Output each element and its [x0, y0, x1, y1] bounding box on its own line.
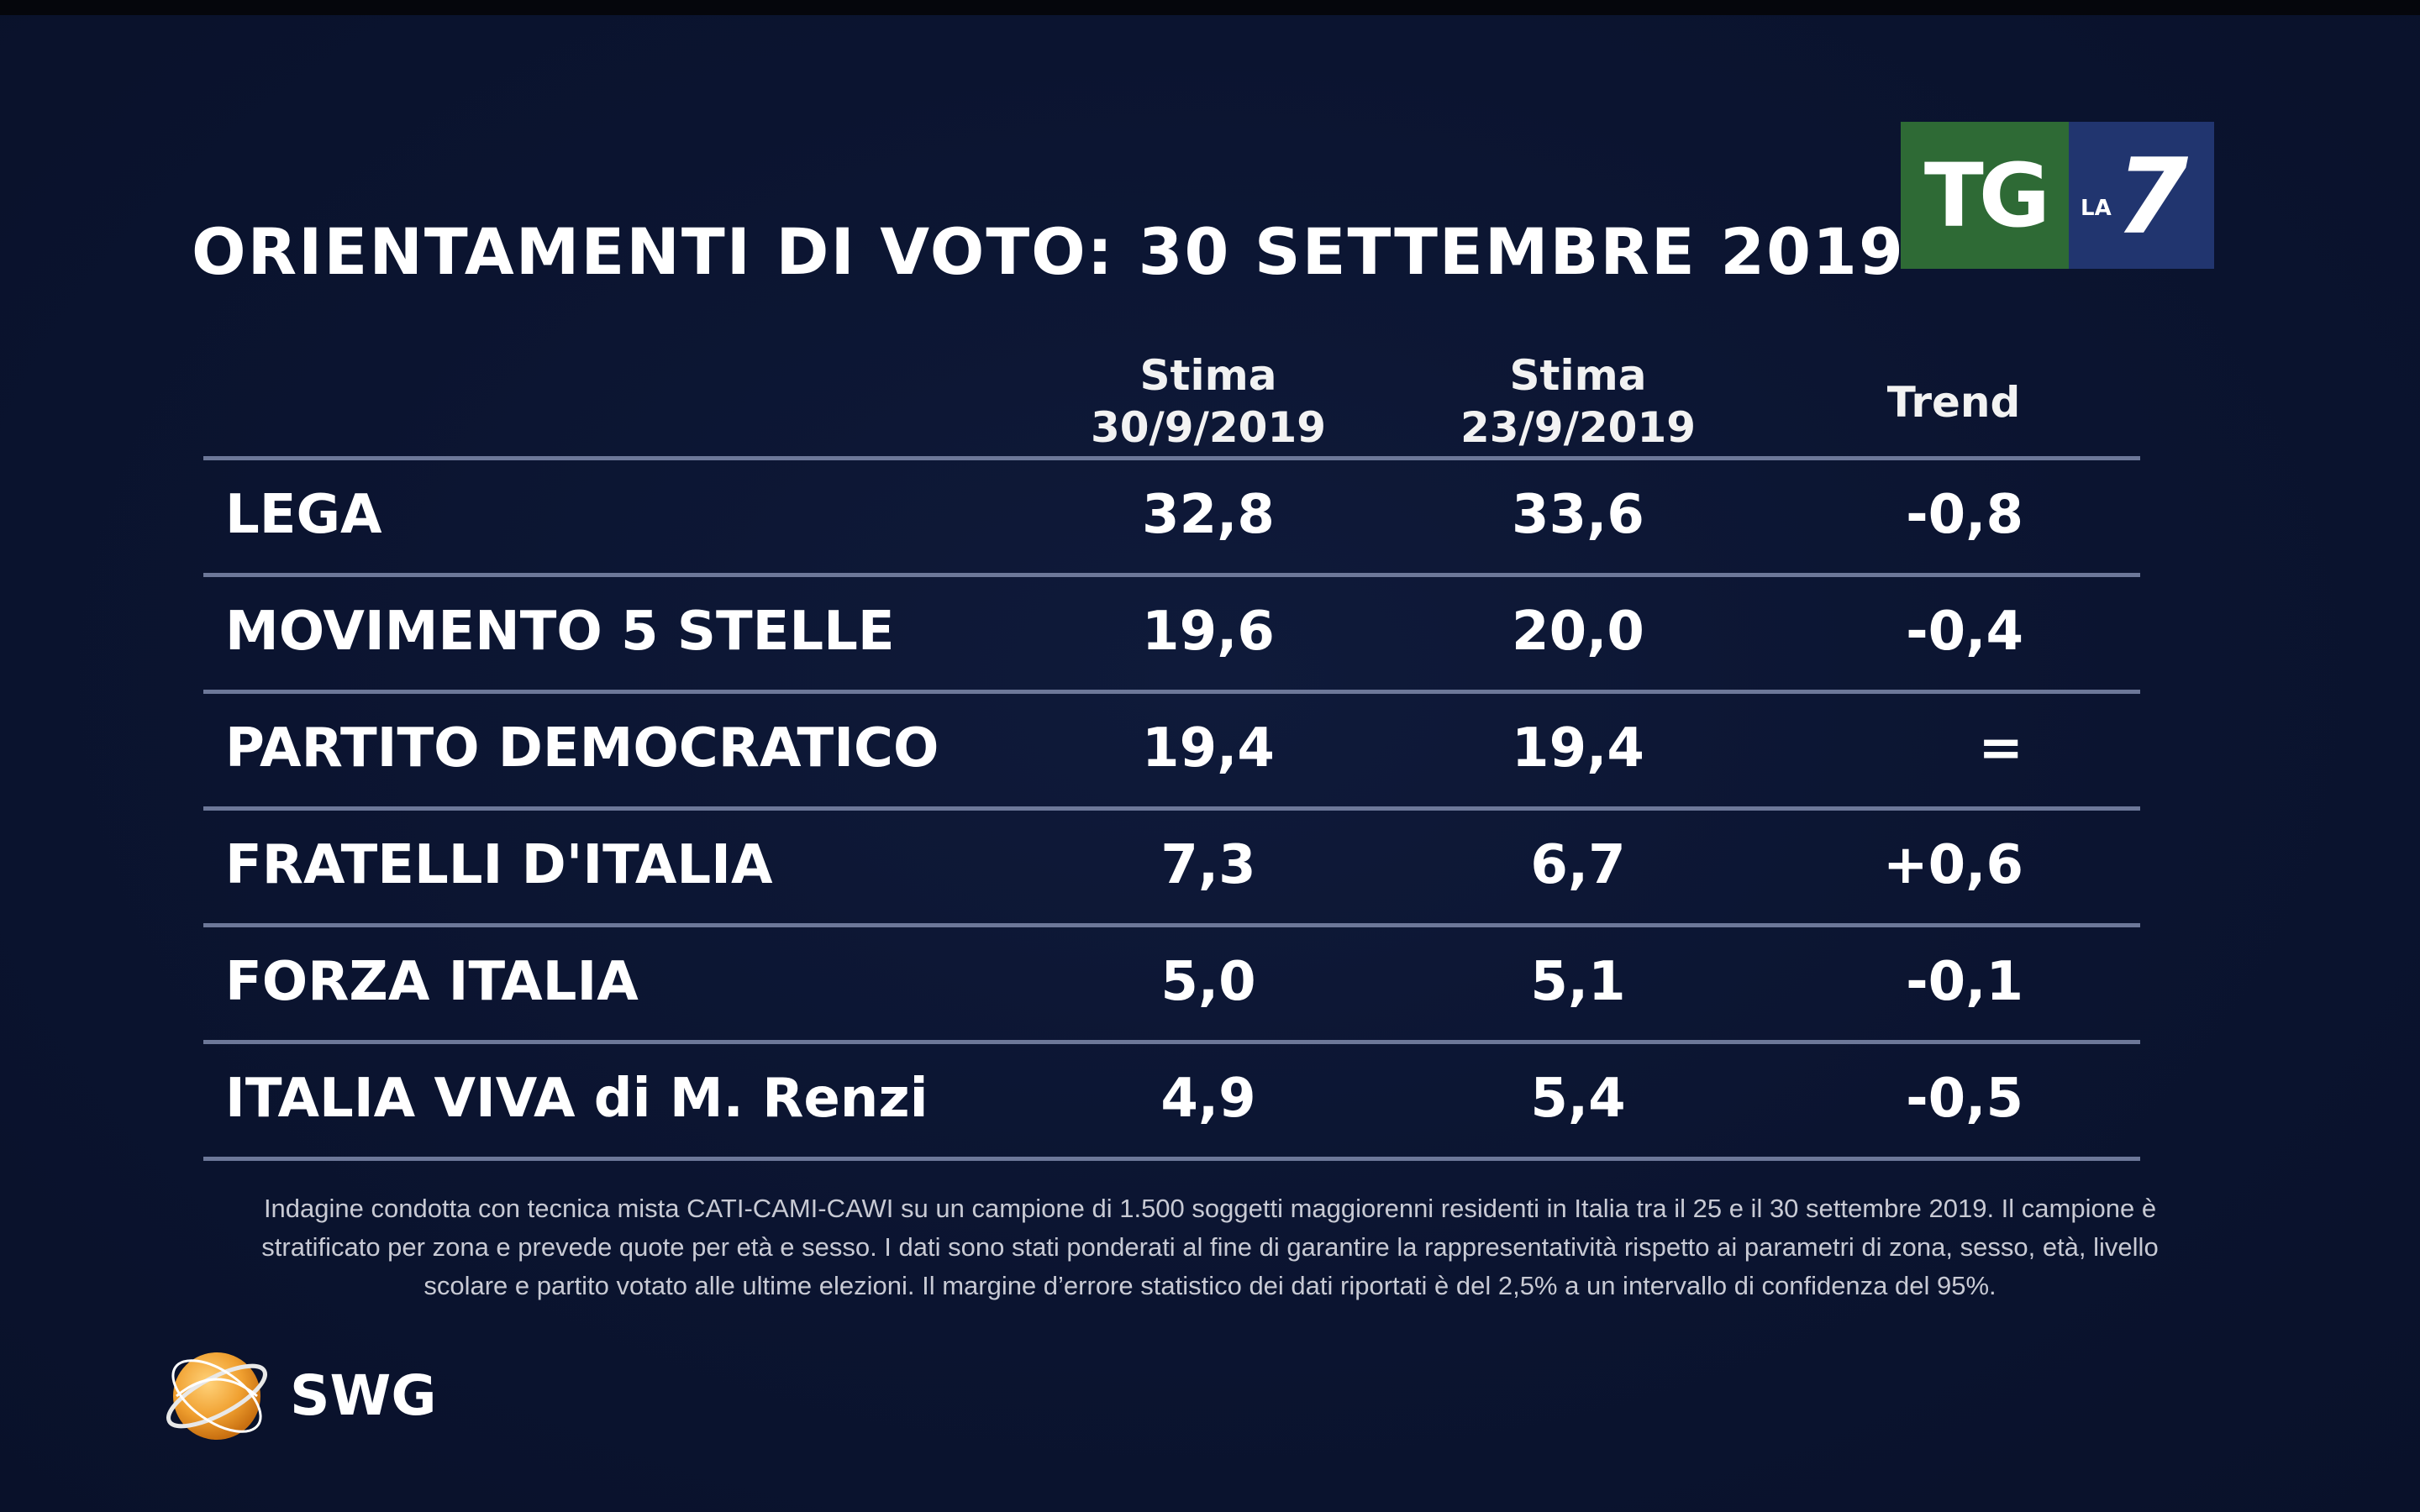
column-header-line1: Stima — [1139, 351, 1277, 400]
row-divider — [203, 690, 2140, 694]
tg-logo-text: TG — [1923, 144, 2050, 247]
tg-logo: TG — [1901, 122, 2069, 269]
stima-23-9-value: 20,0 — [1512, 601, 1644, 663]
column-header-line1: Stima — [1509, 351, 1647, 400]
party-label: PARTITO DEMOCRATICO — [225, 717, 939, 780]
column-header-line2: 30/9/2019 — [1090, 403, 1327, 452]
stima-30-9-value: 32,8 — [1142, 484, 1275, 546]
stima-23-9-value: 5,4 — [1530, 1068, 1626, 1130]
footnote-line: scolare e partito votato alle ultime ele… — [424, 1271, 1996, 1300]
trend-value: -0,8 — [1906, 484, 2023, 546]
stima-23-9-value: 6,7 — [1530, 834, 1626, 896]
top-edge — [0, 0, 2420, 15]
trend-value: -0,4 — [1906, 601, 2023, 663]
trend-value: = — [1978, 717, 2023, 780]
stima-23-9-value: 19,4 — [1512, 717, 1644, 780]
column-header-stima-30-9: Stima 30/9/2019 — [1040, 349, 1376, 454]
seven-logo-text: 7 — [2116, 137, 2189, 258]
party-label: MOVIMENTO 5 STELLE — [225, 601, 895, 663]
stima-30-9-value: 4,9 — [1160, 1068, 1256, 1130]
row-divider — [203, 806, 2140, 811]
methodology-footnote: Indagine condotta con tecnica mista CATI… — [168, 1189, 2252, 1305]
swg-globe-icon — [166, 1352, 267, 1440]
column-header-line2: 23/9/2019 — [1460, 403, 1697, 452]
la7-logo: LA 7 — [2069, 122, 2214, 269]
table-header-rule — [203, 456, 2140, 460]
stima-30-9-value: 7,3 — [1160, 834, 1256, 896]
row-divider — [203, 923, 2140, 927]
trend-value: +0,6 — [1883, 834, 2023, 896]
stima-23-9-value: 33,6 — [1512, 484, 1644, 546]
stima-30-9-value: 19,4 — [1142, 717, 1275, 780]
row-divider — [203, 573, 2140, 577]
la-logo-text: LA — [2081, 196, 2112, 221]
chart-title: ORIENTAMENTI DI VOTO: 30 SETTEMBRE 2019 — [192, 214, 1905, 289]
party-label: FRATELLI D'ITALIA — [225, 834, 773, 896]
stima-30-9-value: 19,6 — [1142, 601, 1275, 663]
party-label: ITALIA VIVA di M. Renzi — [225, 1068, 929, 1130]
column-header-trend: Trend — [1786, 376, 2122, 428]
trend-value: -0,1 — [1906, 951, 2023, 1013]
stima-23-9-value: 5,1 — [1530, 951, 1626, 1013]
stima-30-9-value: 5,0 — [1160, 951, 1256, 1013]
footnote-line: Indagine condotta con tecnica mista CATI… — [263, 1194, 2157, 1223]
row-divider — [203, 1040, 2140, 1044]
footnote-line: stratificato per zona e prevede quote pe… — [261, 1232, 2159, 1262]
party-label: FORZA ITALIA — [225, 951, 639, 1013]
trend-value: -0,5 — [1906, 1068, 2023, 1130]
column-header-stima-23-9: Stima 23/9/2019 — [1410, 349, 1746, 454]
swg-logo-text: SWG — [290, 1363, 437, 1428]
column-header-line1: Trend — [1886, 378, 2021, 427]
party-label: LEGA — [225, 484, 382, 546]
row-divider — [203, 1157, 2140, 1161]
